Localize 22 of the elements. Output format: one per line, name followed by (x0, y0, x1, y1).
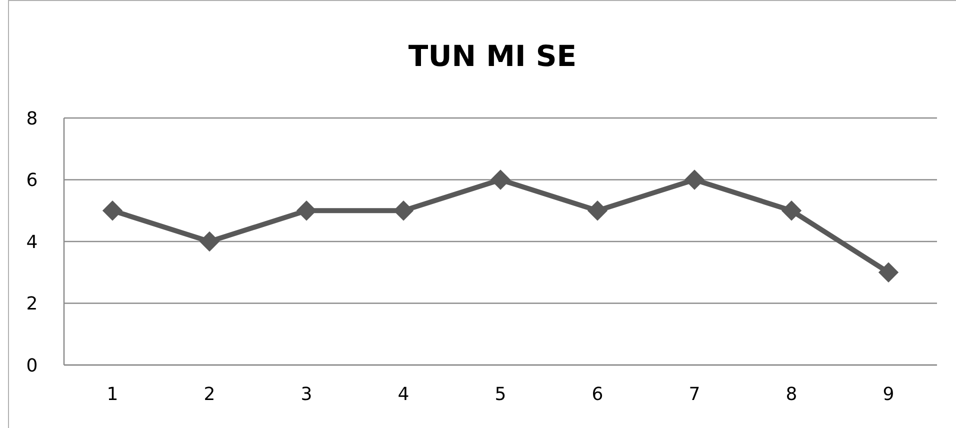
x-tick-label: 8 (786, 384, 798, 405)
y-tick-label: 0 (26, 355, 38, 376)
x-tick-label: 7 (688, 384, 700, 405)
point (781, 200, 802, 221)
x-tick-label: 4 (398, 384, 410, 405)
x-tick-label: 6 (592, 384, 604, 405)
x-tick-label: 3 (300, 384, 312, 405)
point (490, 170, 511, 190)
y-tick-label: 4 (26, 232, 38, 253)
chart-title: TUN MI SE (408, 39, 577, 73)
point (199, 231, 220, 252)
y-tick-label: 6 (26, 170, 38, 192)
x-tick-label: 5 (494, 384, 506, 405)
x-tick-label: 9 (882, 384, 894, 405)
point (684, 170, 705, 190)
point (878, 262, 899, 282)
x-tick-label: 2 (204, 384, 216, 405)
y-tick-label: 8 (26, 108, 38, 130)
x-tick-label: 1 (106, 384, 118, 405)
point (102, 200, 123, 221)
y-tick-label: 2 (26, 294, 38, 315)
point (587, 200, 608, 221)
